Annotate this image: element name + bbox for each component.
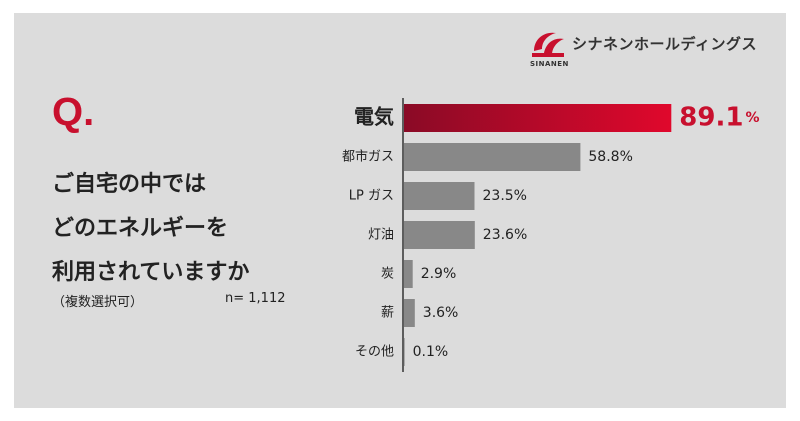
value-label: 2.9%	[421, 266, 457, 282]
bar	[404, 299, 415, 327]
question-line-3: 利用されていますか	[52, 260, 250, 285]
value-label: 58.8%	[588, 149, 632, 165]
bar	[404, 104, 672, 132]
chart-panel	[14, 13, 786, 408]
question-line-2: どのエネルギーを	[52, 216, 229, 241]
brand-name-jp: シナネンホールディングス	[572, 35, 757, 53]
brand-logo: シナネンホールディングス SINANEN	[530, 29, 780, 73]
category-label: その他	[355, 345, 394, 360]
bar	[404, 260, 413, 288]
bar	[404, 221, 475, 249]
category-label: 都市ガス	[342, 149, 394, 165]
bar	[404, 182, 475, 210]
value-label: 0.1%	[413, 344, 449, 360]
category-label: LP ガス	[349, 189, 394, 204]
multiple-choice-note: （複数選択可）	[52, 295, 144, 310]
category-label: 電気	[354, 105, 394, 129]
brand-name-en: SINANEN	[530, 60, 569, 68]
bar	[404, 338, 405, 366]
value-label: 89.1%	[679, 103, 759, 133]
category-label: 炭	[381, 267, 394, 282]
sinanen-logo-icon	[532, 32, 564, 57]
value-label: 23.5%	[483, 188, 527, 204]
category-label: 灯油	[368, 228, 394, 243]
value-unit: %	[745, 110, 759, 126]
question-text: ご自宅の中では どのエネルギーを 利用されていますか	[52, 163, 342, 295]
value-label: 23.6%	[483, 227, 527, 243]
value-label: 3.6%	[423, 305, 459, 321]
question-line-1: ご自宅の中では	[52, 172, 207, 197]
category-label: 薪	[381, 306, 394, 321]
question-marker: Q.	[52, 90, 95, 134]
sample-size: n= 1,112	[225, 291, 286, 306]
bar	[404, 143, 581, 171]
